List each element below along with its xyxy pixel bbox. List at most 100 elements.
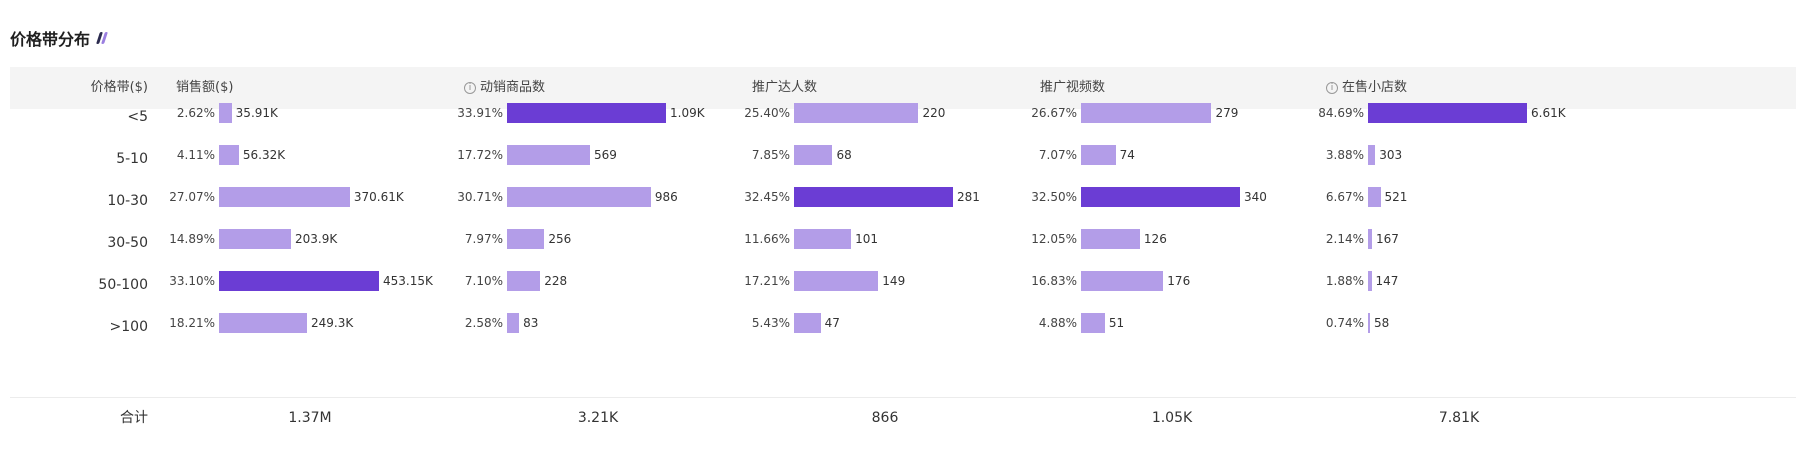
value-label: 220 <box>922 106 946 120</box>
bar[interactable] <box>1081 187 1240 207</box>
percent-label: 4.11% <box>176 148 215 162</box>
total-value: 7.81K <box>1438 410 1480 426</box>
value-label: 228 <box>544 274 568 288</box>
table-row: <5 2.62% 35.91K 33.91% 1.09K 25.40% 220 26.67% 2… <box>10 89 1796 137</box>
percent-label: 30.71% <box>457 190 503 204</box>
info-icon[interactable]: i <box>1326 82 1338 94</box>
bar[interactable] <box>1081 271 1164 291</box>
page-title: 价格带分布 <box>10 30 91 49</box>
bar[interactable] <box>507 103 666 123</box>
percent-label: 5.43% <box>751 316 790 330</box>
bar[interactable] <box>507 145 590 165</box>
table-row: 50-100 33.10% 453.15K 7.10% 228 17.21% 149 16.8… <box>10 257 1796 305</box>
value-label: 281 <box>957 190 980 204</box>
percent-label: 7.10% <box>464 274 503 288</box>
row-label: <5 <box>127 109 148 125</box>
value-label: 340 <box>1244 190 1267 204</box>
total-value: 1.37M <box>288 410 332 426</box>
row-label: 30-50 <box>107 235 148 251</box>
percent-label: 27.07% <box>169 190 215 204</box>
percent-label: 11.66% <box>744 232 790 246</box>
percent-label: 32.45% <box>744 190 790 204</box>
value-label: 279 <box>1215 106 1239 120</box>
percent-label: 33.10% <box>169 274 215 288</box>
value-label: 58 <box>1374 316 1390 330</box>
value-label: 370.61K <box>353 190 404 204</box>
percent-label: 18.21% <box>169 316 215 330</box>
value-label: 35.91K <box>235 106 278 120</box>
percent-label: 2.14% <box>1325 232 1364 246</box>
table-row: >100 18.21% 249.3K 2.58% 83 5.43% 47 4.88% 51 0.7… <box>10 299 1796 347</box>
total-divider <box>10 397 1796 398</box>
bar[interactable] <box>219 313 308 333</box>
row-label: 50-100 <box>98 277 148 293</box>
value-label: 203.9K <box>294 232 338 246</box>
header-col-label: 销售额($) <box>176 80 234 95</box>
percent-label: 32.50% <box>1031 190 1077 204</box>
percent-label: 84.69% <box>1318 106 1364 120</box>
bar[interactable] <box>1368 229 1373 249</box>
bar[interactable] <box>219 145 239 165</box>
percent-label: 4.88% <box>1038 316 1077 330</box>
percent-label: 33.91% <box>457 106 503 120</box>
bar[interactable] <box>1368 103 1527 123</box>
value-label: 167 <box>1376 232 1399 246</box>
bar[interactable] <box>794 103 919 123</box>
percent-label: 17.21% <box>744 274 790 288</box>
value-label: 256 <box>548 232 572 246</box>
value-label: 83 <box>523 316 539 330</box>
bar[interactable] <box>1081 229 1140 249</box>
info-icon[interactable]: i <box>464 82 476 94</box>
bar[interactable] <box>219 187 350 207</box>
header-col-5: i 在售小店数 <box>1326 67 1407 109</box>
percent-label: 6.67% <box>1325 190 1364 204</box>
value-label: 521 <box>1384 190 1408 204</box>
value-label: 147 <box>1375 274 1399 288</box>
percent-label: 25.40% <box>744 106 790 120</box>
header-col-label: 动销商品数 <box>480 80 546 95</box>
row-label: 10-30 <box>107 193 148 209</box>
percent-label: 16.83% <box>1031 274 1077 288</box>
bar[interactable] <box>1368 145 1376 165</box>
bar[interactable] <box>507 187 651 207</box>
header-price-band-label: 价格带($) <box>90 80 148 95</box>
bar[interactable] <box>1081 145 1116 165</box>
bar[interactable] <box>1368 271 1372 291</box>
percent-label: 17.72% <box>457 148 503 162</box>
total-value: 3.21K <box>577 410 619 426</box>
value-label: 51 <box>1108 316 1125 330</box>
bar[interactable] <box>794 271 879 291</box>
header-col-label: 在售小店数 <box>1342 80 1408 95</box>
total-value: 866 <box>871 410 899 426</box>
percent-label: 26.67% <box>1031 106 1077 120</box>
header-col-label: 推广视频数 <box>1040 80 1106 95</box>
percent-label: 14.89% <box>169 232 215 246</box>
bar[interactable] <box>507 271 541 291</box>
value-label: 176 <box>1167 274 1191 288</box>
bar[interactable] <box>794 229 852 249</box>
percent-label: 0.74% <box>1325 316 1364 330</box>
table-row: 5-10 4.11% 56.32K 17.72% 569 7.85% 68 7.07% 74 3.… <box>10 131 1796 179</box>
bar[interactable] <box>794 145 833 165</box>
table-row: 10-30 27.07% 370.61K 30.71% 986 32.45% 281 32.5… <box>10 173 1796 221</box>
bar[interactable] <box>794 187 953 207</box>
bar[interactable] <box>507 229 545 249</box>
value-label: 1.09K <box>670 106 705 120</box>
bar[interactable] <box>1081 313 1105 333</box>
bar[interactable] <box>507 313 520 333</box>
bar[interactable] <box>794 313 821 333</box>
row-label: 5-10 <box>116 151 148 167</box>
value-label: 68 <box>836 148 852 162</box>
section-title: 价格带分布 <box>10 26 108 50</box>
bar[interactable] <box>1081 103 1212 123</box>
bar[interactable] <box>1368 187 1381 207</box>
header-col-3: 推广达人数 <box>752 67 817 109</box>
bar[interactable] <box>219 103 232 123</box>
total-row: 合计 1.37M 3.21K 866 1.05K 7.81K <box>10 398 1796 438</box>
bar[interactable] <box>1368 313 1370 333</box>
percent-label: 2.58% <box>464 316 503 330</box>
value-label: 149 <box>882 274 906 288</box>
bar[interactable] <box>219 271 379 291</box>
bar[interactable] <box>219 229 291 249</box>
value-label: 303 <box>1379 148 1403 162</box>
